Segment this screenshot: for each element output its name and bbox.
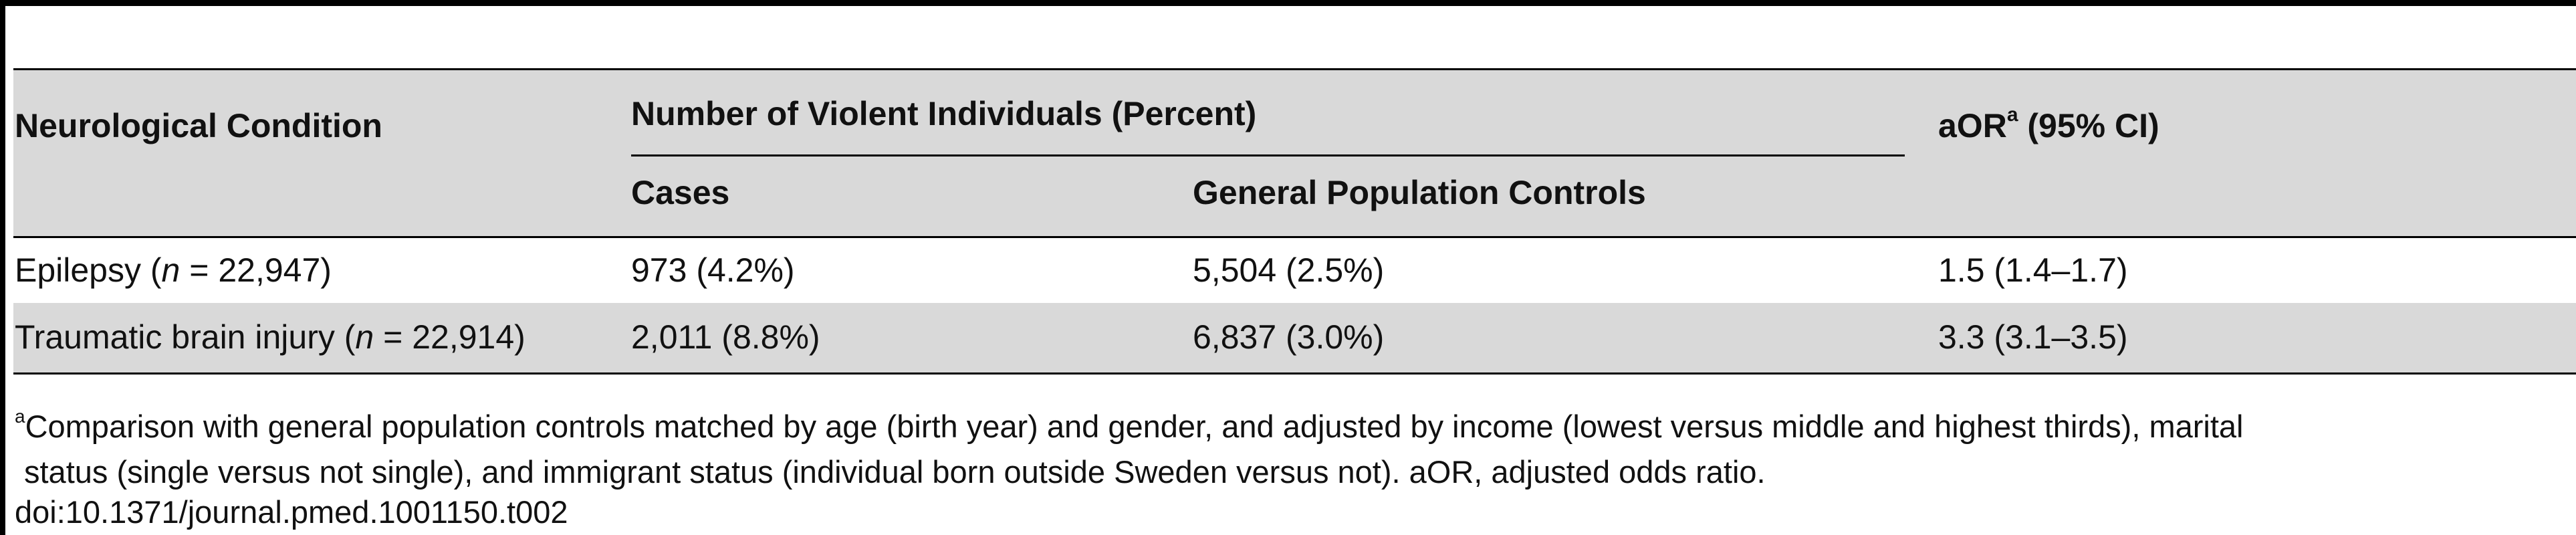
header-band — [13, 70, 2576, 237]
row-1-condition: Epilepsy (n = 22,947) — [15, 251, 332, 289]
row-2-cases: 2,011 (8.8%) — [631, 318, 820, 356]
header-bottom-rule — [13, 236, 2576, 238]
row-1-aor: 1.5 (1.4–1.7) — [1938, 251, 2128, 289]
footnote-line-1: aComparison with general population cont… — [15, 406, 2244, 445]
row-2-controls: 6,837 (3.0%) — [1193, 318, 1385, 356]
table-bottom-rule — [13, 372, 2576, 374]
header-top-rule — [13, 68, 2576, 70]
header-aor-superscript: a — [2006, 104, 2018, 126]
left-border — [0, 0, 5, 535]
doi-text: doi:10.1371/journal.pmed.1001150.t002 — [15, 494, 568, 530]
footnote-marker: a — [15, 406, 25, 427]
footnote-line-2: status (single versus not single), and i… — [24, 454, 1766, 490]
row-2-condition: Traumatic brain injury (n = 22,914) — [15, 318, 525, 356]
row-2-band — [13, 303, 2576, 372]
group-header-underline — [631, 154, 1905, 156]
header-cases: Cases — [631, 174, 730, 211]
row-1-controls: 5,504 (2.5%) — [1193, 251, 1385, 289]
header-aor: aORa (95% CI) — [1938, 104, 2159, 145]
header-controls: General Population Controls — [1193, 174, 1646, 211]
row-2-aor: 3.3 (3.1–3.5) — [1938, 318, 2128, 356]
header-group: Number of Violent Individuals (Percent) — [631, 95, 1257, 132]
table-top-rule — [0, 0, 2576, 6]
row-1-cases: 973 (4.2%) — [631, 251, 795, 289]
header-condition: Neurological Condition — [15, 107, 382, 144]
